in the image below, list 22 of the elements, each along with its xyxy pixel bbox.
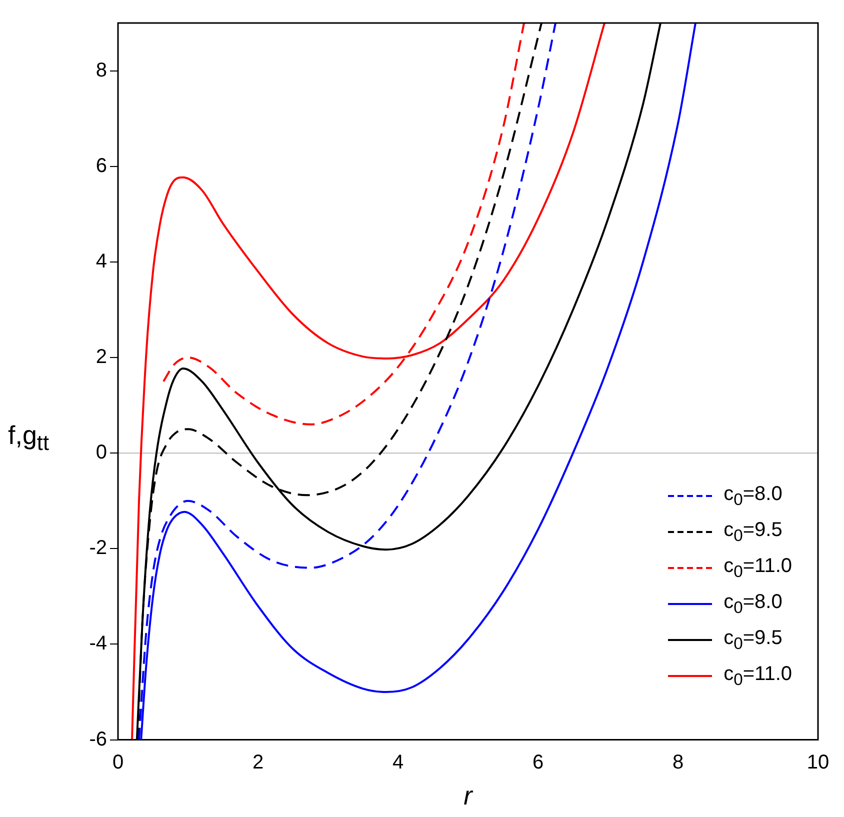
- y-tick-label: 0: [96, 442, 107, 464]
- x-axis-title: r: [464, 780, 474, 811]
- legend-label: c$_{0}$=9.5: [724, 626, 782, 654]
- y-tick-label: -6: [89, 728, 107, 750]
- y-tick-label: 6: [96, 154, 107, 177]
- y-axis-title: f,g$_{tt}$: [8, 420, 49, 456]
- x-tick-label: 4: [392, 751, 404, 774]
- x-tick-label: 10: [806, 751, 830, 774]
- y-tick-label: 4: [96, 250, 107, 272]
- legend-label: c$_{0}$=9.5: [724, 518, 782, 546]
- legend-label: c$_{0}$=11.0: [724, 662, 792, 690]
- x-tick-label: 6: [532, 751, 544, 774]
- y-tick-label: 2: [96, 346, 107, 368]
- y-tick-label: -2: [89, 537, 107, 560]
- x-tick-label: 8: [672, 751, 684, 774]
- legend-label: c$_{0}$=8.0: [724, 482, 782, 510]
- legend-label: c$_{0}$=11.0: [724, 554, 792, 582]
- x-tick-label: 0: [112, 751, 124, 774]
- legend-label: c$_{0}$=8.0: [724, 590, 782, 618]
- x-tick-label: 2: [252, 751, 264, 774]
- y-tick-label: 8: [96, 59, 107, 82]
- y-tick-label: -4: [89, 632, 107, 655]
